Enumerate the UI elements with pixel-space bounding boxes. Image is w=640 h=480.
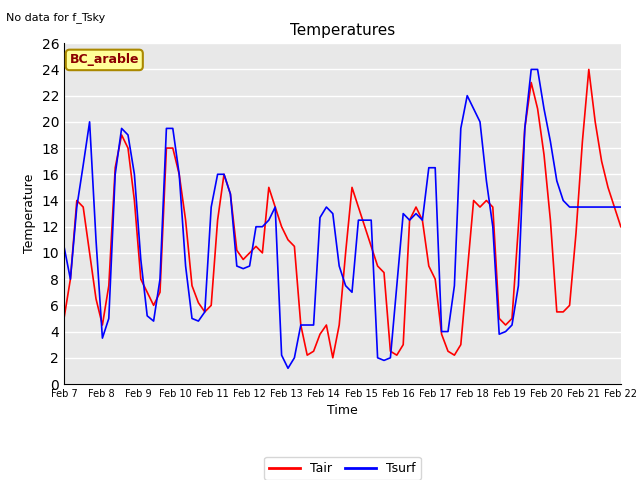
- Title: Temperatures: Temperatures: [290, 23, 395, 38]
- Y-axis label: Temperature: Temperature: [23, 174, 36, 253]
- Legend: Tair, Tsurf: Tair, Tsurf: [264, 457, 420, 480]
- Text: No data for f_Tsky: No data for f_Tsky: [6, 12, 106, 23]
- Text: BC_arable: BC_arable: [70, 53, 139, 66]
- X-axis label: Time: Time: [327, 405, 358, 418]
